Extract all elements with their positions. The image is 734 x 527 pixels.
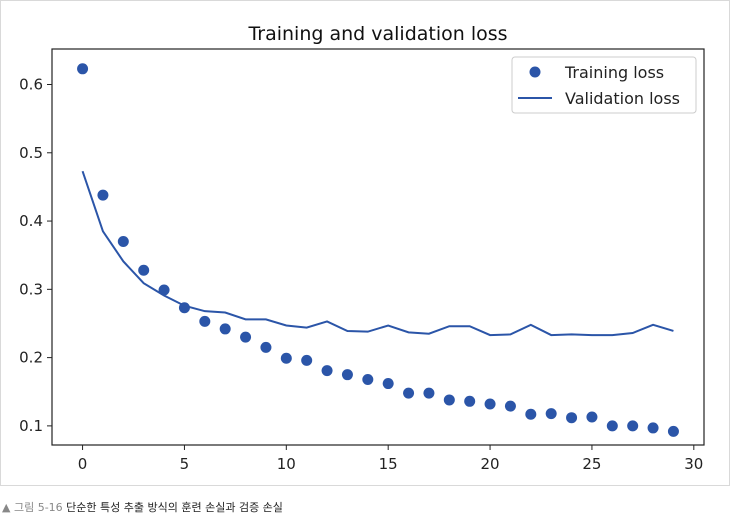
- y-tick-label: 0.5: [19, 144, 43, 162]
- training-loss-point: [566, 412, 578, 424]
- chart-title: Training and validation loss: [247, 23, 507, 45]
- training-loss-points: [77, 63, 679, 437]
- legend-marker-training: [529, 66, 541, 78]
- training-loss-point: [545, 408, 557, 420]
- x-axis: 0 5 10 15 20 25 30: [78, 445, 703, 473]
- training-loss-point: [464, 395, 476, 407]
- training-loss-point: [178, 302, 190, 314]
- training-loss-point: [117, 236, 129, 248]
- training-loss-point: [586, 411, 598, 423]
- training-loss-point: [627, 420, 639, 432]
- y-tick-label: 0.4: [19, 212, 43, 230]
- legend-label-training: Training loss: [564, 63, 664, 82]
- training-loss-point: [647, 422, 659, 434]
- caption-text: 단순한 특성 추출 방식의 훈련 손실과 검증 손실: [66, 501, 283, 514]
- training-loss-point: [301, 354, 313, 366]
- training-loss-point: [525, 408, 537, 420]
- training-loss-point: [382, 378, 394, 390]
- x-tick-label: 25: [582, 455, 601, 473]
- training-loss-point: [280, 352, 292, 364]
- legend-label-validation: Validation loss: [565, 89, 680, 108]
- validation-loss-line: [81, 170, 674, 337]
- x-tick-label: 0: [78, 455, 88, 473]
- training-loss-point: [443, 394, 455, 406]
- figure-caption: ▲ 그림 5-16 단순한 특성 추출 방식의 훈련 손실과 검증 손실: [2, 499, 283, 515]
- training-loss-point: [341, 369, 353, 381]
- y-tick-label: 0.2: [19, 349, 43, 367]
- caption-marker: ▲: [2, 501, 11, 514]
- training-loss-point: [423, 387, 435, 399]
- training-loss-point: [606, 420, 618, 432]
- training-loss-point: [138, 264, 150, 276]
- figure-frame: [0, 0, 730, 486]
- x-tick-label: 10: [277, 455, 296, 473]
- legend: Training loss Validation loss: [511, 56, 697, 114]
- training-loss-point: [321, 365, 333, 377]
- training-loss-point: [260, 341, 272, 353]
- legend-box: [511, 56, 697, 114]
- training-loss-point: [362, 373, 374, 385]
- x-tick-label: 20: [481, 455, 500, 473]
- training-loss-point: [97, 189, 109, 201]
- y-axis: 0.1 0.2 0.3 0.4 0.5 0.6: [19, 76, 52, 435]
- loss-chart: Training and validation loss 0 5 10 15 20 25 3…: [19, 23, 705, 473]
- x-tick-label: 30: [684, 455, 703, 473]
- plot-area: [51, 48, 705, 446]
- training-loss-point: [158, 284, 170, 296]
- x-tick-label: 5: [180, 455, 190, 473]
- training-loss-point: [504, 400, 516, 412]
- y-tick-label: 0.3: [19, 280, 43, 298]
- x-tick-label: 15: [379, 455, 398, 473]
- training-loss-point: [240, 331, 252, 343]
- y-tick-label: 0.6: [19, 76, 43, 94]
- training-loss-point: [484, 398, 496, 410]
- y-tick-label: 0.1: [19, 417, 43, 435]
- caption-label: 그림 5-16: [13, 501, 63, 514]
- training-loss-point: [667, 425, 679, 437]
- training-loss-point: [403, 387, 415, 399]
- training-loss-point: [199, 315, 211, 327]
- training-loss-point: [219, 323, 231, 335]
- training-loss-point: [77, 63, 89, 75]
